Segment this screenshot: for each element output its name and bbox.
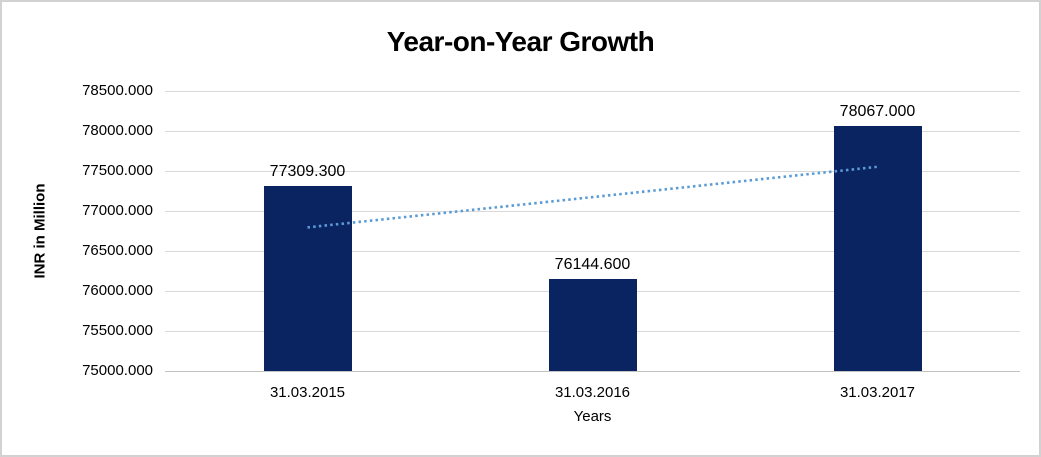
trendline bbox=[307, 165, 878, 229]
gridline bbox=[165, 250, 1020, 252]
x-category-label: 31.03.2017 bbox=[839, 384, 916, 401]
bar-data-label: 76144.600 bbox=[554, 256, 631, 274]
y-tick-label: 76500.000 bbox=[82, 242, 153, 259]
bar-data-label: 78067.000 bbox=[839, 102, 916, 120]
y-tick-label: 78500.000 bbox=[82, 82, 153, 99]
y-tick-label: 75000.000 bbox=[82, 362, 153, 379]
gridline bbox=[165, 90, 1020, 92]
y-tick-label: 78000.000 bbox=[82, 122, 153, 139]
y-tick-label: 75500.000 bbox=[82, 322, 153, 339]
chart-title: Year-on-Year Growth bbox=[386, 26, 655, 57]
y-tick-label: 77000.000 bbox=[82, 202, 153, 219]
bar-data-label: 77309.300 bbox=[269, 163, 346, 181]
gridline bbox=[165, 130, 1020, 132]
x-axis-title: Years bbox=[573, 408, 612, 425]
bar bbox=[833, 125, 922, 371]
y-tick-label: 77500.000 bbox=[82, 162, 153, 179]
y-tick-label: 76000.000 bbox=[82, 282, 153, 299]
gridline bbox=[165, 210, 1020, 212]
gridline bbox=[165, 170, 1020, 172]
bar bbox=[263, 186, 352, 371]
x-axis-line bbox=[165, 370, 1020, 372]
bar bbox=[548, 279, 637, 371]
x-category-label: 31.03.2015 bbox=[269, 384, 346, 401]
y-axis-title: INR in Million bbox=[31, 183, 49, 279]
x-category-label: 31.03.2016 bbox=[554, 384, 631, 401]
